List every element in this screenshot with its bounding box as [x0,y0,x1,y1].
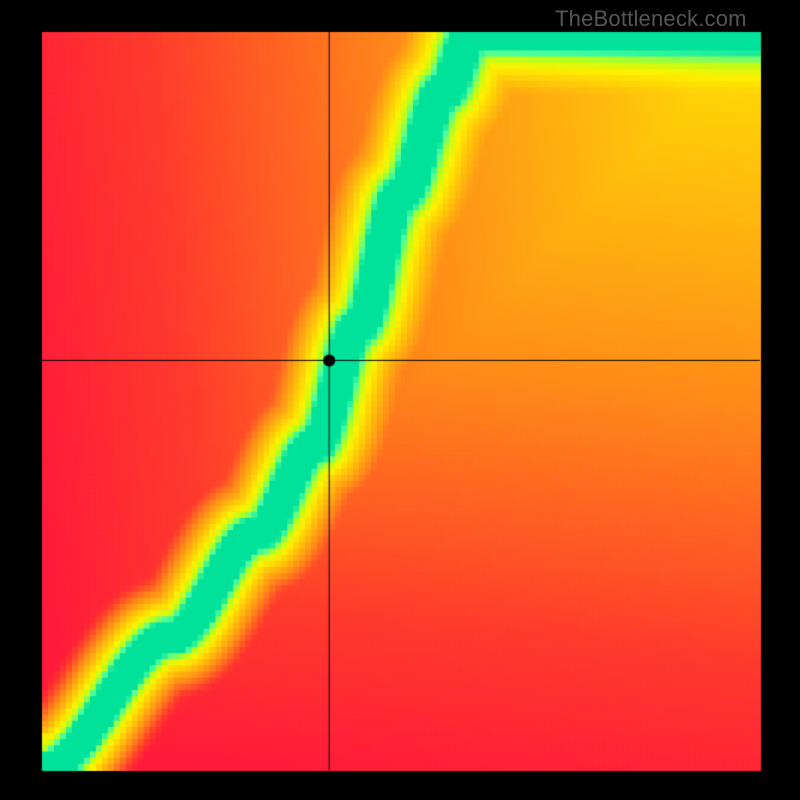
bottleneck-heatmap [0,0,800,800]
watermark-text: TheBottleneck.com [555,6,747,32]
